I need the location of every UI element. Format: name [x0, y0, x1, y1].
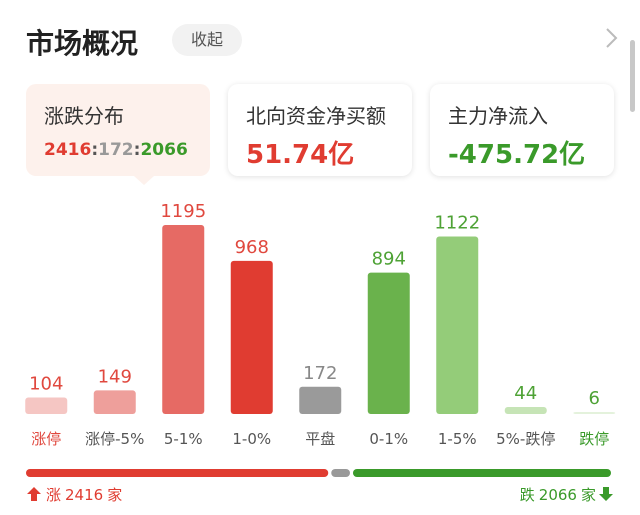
card-breadth[interactable]: 涨跌分布 2416:172:2066 [26, 84, 210, 185]
value-label: 6 [589, 388, 600, 409]
pointer [134, 176, 154, 185]
value-label: 1195 [160, 201, 206, 222]
category-label: 涨停 [31, 430, 61, 448]
up-summary-part: 涨 [46, 486, 61, 504]
value-label: 894 [372, 249, 406, 270]
bar [230, 260, 273, 414]
up-count: 2416 [44, 140, 92, 160]
up-summary-part: 2416 [65, 486, 103, 504]
bar [25, 397, 68, 414]
category-label: 5%-跌停 [496, 430, 555, 448]
up-summary-part: 家 [107, 486, 122, 504]
category-label: 5-1% [164, 430, 203, 448]
value-label: 44 [514, 383, 537, 404]
card-value: 51.74亿 [246, 140, 355, 170]
category-label: 1-5% [438, 430, 477, 448]
card-value: -475.72亿 [448, 140, 586, 170]
value-label: 968 [235, 237, 269, 258]
bar [504, 407, 547, 414]
ratio-up [26, 469, 329, 477]
scrollbar [630, 40, 635, 112]
category-label: 涨停-5% [85, 430, 144, 448]
title: 市场概况 [26, 27, 139, 60]
collapse-button[interactable]: 收起 [172, 24, 242, 56]
sep: : [133, 140, 141, 160]
card-north[interactable]: 北向资金净买额 51.74亿 [228, 84, 412, 176]
up-summary: 涨 2416 家 [46, 486, 122, 504]
bar [436, 236, 479, 414]
down-count: 2066 [140, 140, 188, 160]
up-arrow [27, 487, 41, 501]
value-label: 1122 [434, 213, 480, 234]
down-summary-part: 2066 [539, 486, 577, 504]
ratio-flat [331, 469, 350, 477]
card-title: 涨跌分布 [44, 104, 124, 128]
down-summary-part: 家 [581, 486, 596, 504]
breadth-ratio: 2416:172:2066 [44, 140, 188, 160]
category-label: 0-1% [369, 430, 408, 448]
value-label: 149 [98, 366, 132, 387]
value-label: 172 [303, 363, 337, 384]
bar [573, 412, 616, 414]
category-label: 1-0% [232, 430, 271, 448]
sep: : [91, 140, 99, 160]
chevron[interactable] [604, 26, 620, 50]
bar [367, 272, 410, 414]
ratio-down [352, 469, 611, 477]
card-title: 北向资金净买额 [246, 104, 386, 128]
card-title: 主力净流入 [448, 104, 548, 128]
category-label: 跌停 [579, 430, 609, 448]
bar [162, 225, 205, 414]
down-summary-part: 跌 [520, 486, 535, 504]
flat-count: 172 [98, 140, 134, 160]
card-main[interactable]: 主力净流入 -475.72亿 [430, 84, 614, 176]
down-summary: 跌 2066 家 [520, 486, 596, 504]
down-arrow [599, 487, 613, 501]
bar [93, 390, 136, 414]
category-label: 平盘 [305, 430, 335, 448]
bar [299, 386, 342, 414]
value-label: 104 [29, 374, 63, 395]
